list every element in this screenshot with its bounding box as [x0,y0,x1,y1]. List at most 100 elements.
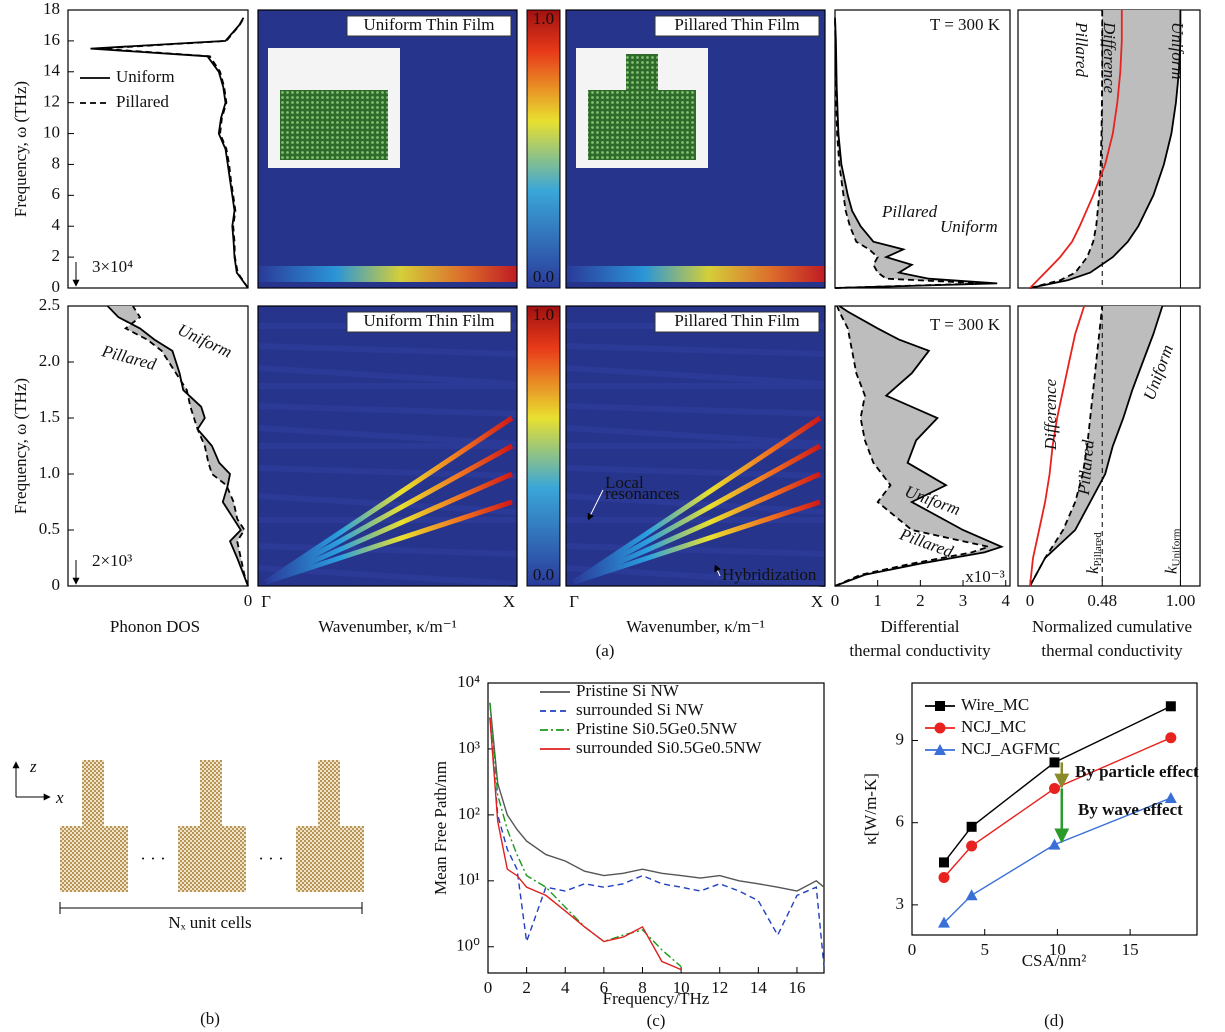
series-line [106,305,249,587]
legend-label: NCJ_MC [961,717,1026,736]
legend-label: Pristine Si0.5Ge0.5NW [576,719,738,738]
x-axis-label: thermal conductivity [849,641,991,660]
y-tick-label: 1.5 [39,407,60,426]
x-tick-label: 0 [831,591,840,610]
y-axis-label: Mean Free Path/nm [431,761,450,895]
series-line [834,17,985,289]
x-axis-label: Wavenumber, κ/m⁻¹ [318,617,457,636]
series-line [99,17,249,289]
y-tick-label: 10² [458,804,480,823]
annotation: resonances [605,484,680,503]
x-tick-label: 5 [980,940,989,959]
dispersion-band [257,465,518,479]
colorbar-max: 1.0 [533,9,554,28]
x-tick-label: 3 [959,591,968,610]
reference-symbol: k [1083,566,1102,574]
panel-title: Uniform Thin Film [364,15,495,34]
x-end: X [503,592,515,611]
plot-frame [487,682,825,974]
y-tick-label: 9 [896,729,905,748]
x-tick-label: 0 [484,978,493,997]
y-tick-label: 2 [52,246,61,265]
fill-area [1030,10,1181,288]
annotation: Hybridization [722,565,817,584]
marker [1164,792,1177,804]
panel-title: Pillared Thin Film [674,311,799,330]
plot-frame [67,9,249,289]
cells-bracket [59,902,363,914]
legend-label: Pillared [116,92,169,111]
y-tick-label: 3 [896,894,905,913]
axis-z: z [29,757,37,776]
x-tick-label: 10 [1049,940,1066,959]
marker [938,871,950,883]
x-tick-label: 8 [638,978,647,997]
legend-label: Wire_MC [961,695,1029,714]
x-tick-label: 1.00 [1166,591,1196,610]
caption: (a) [596,641,615,660]
series-label: Pillared [1074,439,1098,497]
annotation: 3×10⁴ [92,257,133,276]
annotation: T = 300 K [930,15,1001,34]
x-axis-label: thermal conductivity [1041,641,1183,660]
legend-marker [934,722,946,734]
series-line [834,305,1005,587]
inset-pillar [626,54,658,90]
x-tick-label: 6 [600,978,609,997]
panel-title: Pillared Thin Film [674,15,799,34]
frame [565,305,826,587]
y-tick-label: 0.5 [39,519,60,538]
x-tick-label: 1 [873,591,882,610]
y-tick-label: 10³ [458,738,480,757]
dispersion-branch [264,415,514,585]
legend-label: surrounded Si0.5Ge0.5NW [576,738,763,757]
y-axis-label: κ[W/m-K] [861,773,880,845]
caption: (d) [1044,1011,1064,1030]
title-box [346,311,512,333]
title-box [654,311,820,333]
series-line [1029,10,1123,289]
annotation-arrow [587,489,604,521]
ellipsis: · · · [140,849,165,868]
x-tick-label: 0 [1026,591,1035,610]
marker [1048,838,1061,850]
y-tick-label: 1.0 [39,463,60,482]
annotation: T = 300 K [930,315,1001,334]
series-line [834,17,998,289]
legend-marker [935,701,945,711]
caption: (b) [200,1009,220,1028]
dispersion-branch [572,415,822,585]
annotation: Local [605,473,644,492]
y-tick-label: 6 [896,812,905,831]
reference-label: kUniform [1161,528,1182,574]
panel-title: Uniform Thin Film [364,311,495,330]
annotation-arrow [714,564,721,577]
marker [966,840,978,852]
chart: 0 2 4 6 8 10 12 14 16 10⁰ 10¹ 10² 10³ 10⁴ Pristine Si … [431,672,825,1030]
y-tick-label: 2.0 [39,351,60,370]
dispersion-band [565,403,826,417]
title-box [346,15,512,37]
y-tick-label: 18 [43,0,60,18]
caption: (c) [647,1011,666,1030]
ellipsis: · · · [258,849,283,868]
y-tick-label: 10¹ [458,870,480,889]
x-axis-label: CSA/nm² [1022,951,1087,970]
chart: 0 0.48 1.00kPillaredkUniformUniformPillare… [1017,305,1201,660]
x-tick-label: 15 [1122,940,1139,959]
chart: 0 5 10 15 3 6 9 Wire_MC NCJ_MC NCJ_AGFMC By partic… [861,682,1199,1030]
legend-label: Uniform [116,67,175,86]
x-tick-label: 4 [561,978,570,997]
title-box [654,15,820,37]
reference-symbol: k [1161,566,1180,574]
frame [257,9,518,289]
frame [257,305,518,587]
y-tick-label: 16 [43,30,60,49]
legend-label: NCJ_AGFMC [961,739,1060,758]
y-tick-label: 12 [43,92,60,111]
reference-label: kPillared [1083,532,1104,574]
series-line [1029,10,1182,289]
x-tick-label: 12 [711,978,728,997]
series-line [943,737,1172,878]
